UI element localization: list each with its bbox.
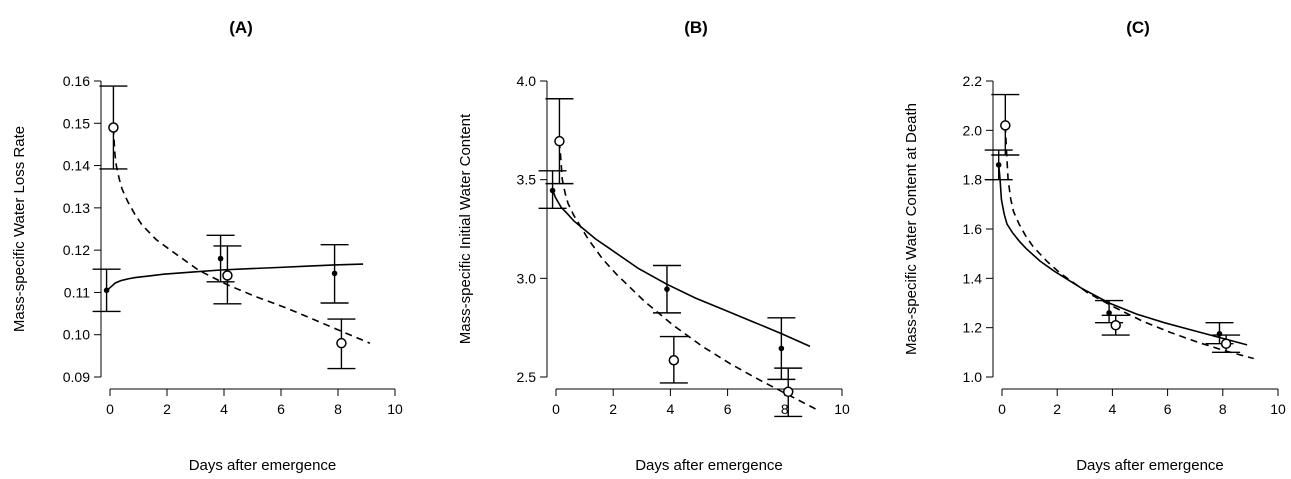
panel-title: (B) [684, 18, 708, 37]
x-tick-label: 4 [220, 401, 228, 417]
x-axis-label: Days after emergence [1076, 457, 1224, 474]
data-point-filled [331, 270, 338, 277]
panel-a: (A) 0.09 0.10 0.11 0.12 0.13 0.14 0.15 0.16 0 2 4 6 8… [11, 18, 403, 474]
data-point-filled [664, 286, 670, 292]
panel-c: (C) 1.0 1.2 1.4 1.6 1.8 2.0 2.2 0 2 4 6 8 10 Days afte… [903, 18, 1286, 474]
y-tick-label: 1.6 [963, 221, 983, 237]
x-axis-label: Days after emergence [189, 457, 337, 474]
data-point-filled [1106, 310, 1112, 316]
y-tick-label: 1.0 [963, 369, 983, 385]
y-axis: 0.09 0.10 0.11 0.12 0.13 0.14 0.15 0.16 [63, 73, 102, 385]
data-point-filled [217, 255, 224, 262]
x-tick-label: 0 [998, 401, 1006, 417]
data-point-open [1110, 319, 1121, 331]
data-point-filled [995, 162, 1002, 168]
data-point-filled [103, 287, 110, 294]
x-axis: 0 2 4 6 8 10 [552, 388, 850, 417]
fit-curve-dashed [558, 141, 818, 411]
fit-curve-solid [106, 263, 364, 291]
data-point-open [668, 354, 680, 366]
data-point-open [222, 270, 233, 281]
y-tick-label: 0.09 [63, 369, 90, 385]
data-point-open [1000, 120, 1011, 131]
data-point-open [108, 122, 119, 133]
y-axis-label: Mass-specific Water Loss Rate [11, 126, 28, 332]
series-filled-dots [92, 234, 364, 313]
y-tick-label: 0.11 [64, 284, 90, 300]
data-point-open [782, 386, 794, 398]
y-tick-label: 4.0 [517, 73, 537, 89]
y-axis-label: Mass-specific Water Content at Death [903, 103, 920, 355]
y-tick-label: 0.12 [63, 242, 90, 258]
panel-title: (A) [229, 18, 253, 37]
x-tick-label: 4 [1109, 401, 1117, 417]
data-point-open [554, 135, 565, 147]
x-tick-label: 0 [552, 401, 560, 417]
data-point-filled [549, 187, 556, 194]
x-tick-label: 10 [834, 401, 850, 417]
x-tick-label: 4 [667, 401, 675, 417]
panel-b: (B) 2.5 3.0 3.5 4.0 0 2 4 6 8 10 Days after emergen… [457, 18, 850, 474]
data-point-filled [1216, 331, 1223, 337]
data-point-open [1220, 338, 1232, 349]
fit-curve-solid [551, 190, 811, 348]
series-open-circles [991, 93, 1254, 360]
y-axis: 2.5 3.0 3.5 4.0 [517, 73, 548, 385]
y-tick-label: 0.15 [63, 115, 90, 131]
x-axis: 0 2 4 6 8 10 [998, 388, 1286, 417]
y-tick-label: 0.10 [63, 327, 90, 343]
x-tick-label: 2 [1053, 401, 1061, 417]
x-tick-label: 6 [1164, 401, 1172, 417]
y-tick-label: 0.13 [63, 200, 90, 216]
series-open-circles [545, 98, 818, 418]
series-open-circles [99, 85, 371, 370]
x-axis-label: Days after emergence [635, 457, 783, 474]
y-axis: 1.0 1.2 1.4 1.6 1.8 2.0 2.2 [963, 73, 994, 385]
fit-curve-dashed [1004, 125, 1254, 360]
x-tick-label: 2 [163, 401, 171, 417]
x-tick-label: 6 [724, 401, 732, 417]
y-tick-label: 2.0 [963, 122, 983, 138]
x-tick-label: 8 [1219, 401, 1227, 417]
x-tick-label: 6 [277, 401, 285, 417]
y-tick-label: 1.4 [963, 270, 983, 286]
x-tick-label: 0 [106, 401, 114, 417]
fit-curve-dashed [112, 127, 371, 344]
y-tick-label: 1.8 [963, 172, 983, 188]
fit-curve-solid [997, 164, 1248, 346]
y-tick-label: 0.14 [63, 158, 90, 174]
y-tick-label: 1.2 [963, 320, 983, 336]
y-tick-label: 3.5 [517, 172, 537, 188]
panel-title: (C) [1126, 18, 1150, 37]
data-point-open [336, 337, 347, 349]
y-tick-label: 0.16 [63, 73, 90, 89]
x-tick-label: 8 [334, 401, 342, 417]
y-tick-label: 2.2 [963, 73, 983, 89]
y-tick-label: 2.5 [517, 369, 537, 385]
y-tick-label: 3.0 [517, 270, 537, 286]
x-tick-label: 10 [387, 401, 403, 417]
x-tick-label: 8 [781, 401, 789, 417]
x-tick-label: 2 [609, 401, 617, 417]
y-axis-label: Mass-specific Initial Water Content [457, 113, 474, 344]
x-axis: 0 2 4 6 8 10 [106, 388, 403, 417]
data-point-filled [778, 345, 785, 352]
x-tick-label: 10 [1270, 401, 1286, 417]
